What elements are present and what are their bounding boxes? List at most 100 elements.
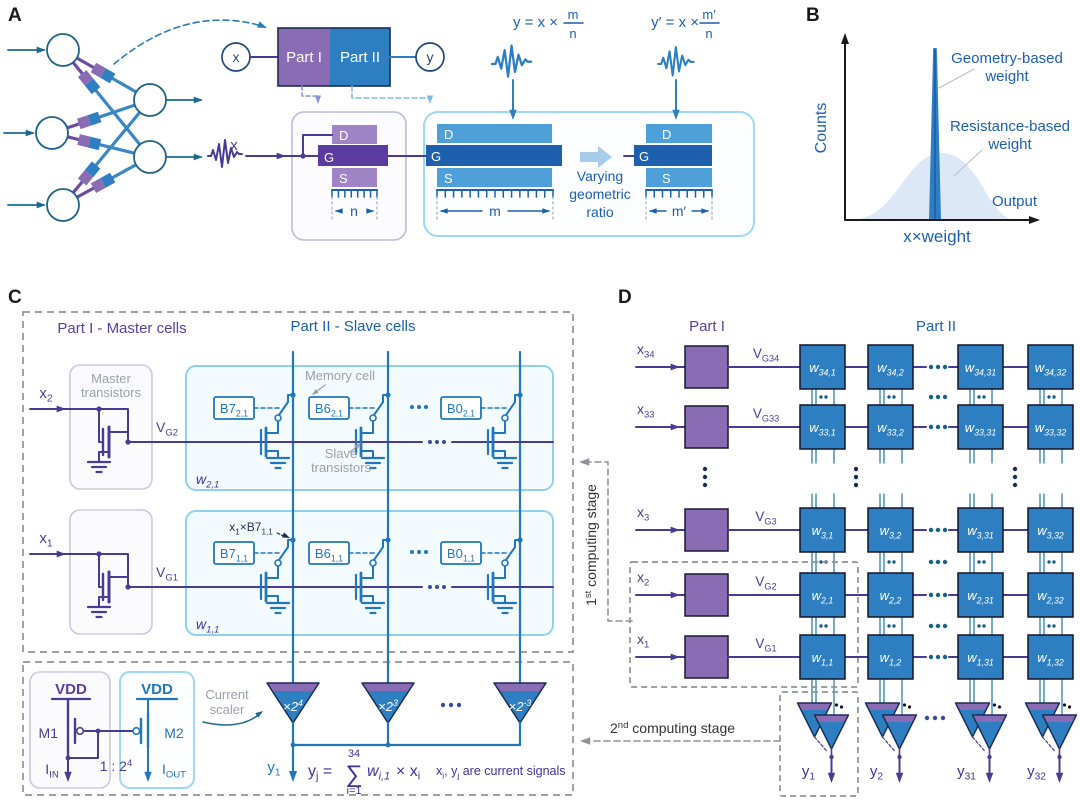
output-scaler-group: y1 bbox=[796, 702, 850, 783]
d-part2-title: Part II bbox=[916, 318, 956, 335]
weight-label: w1,32 bbox=[1037, 650, 1064, 668]
y-node-label: y bbox=[427, 49, 434, 65]
panel-label-d: D bbox=[618, 287, 632, 308]
c-part2-title: Part II - Slave cells bbox=[290, 318, 415, 335]
legend-resistance-1: Resistance-based bbox=[950, 118, 1070, 135]
scaler-label: ×2-3 bbox=[509, 698, 532, 714]
x-input-label: x34 bbox=[637, 341, 655, 361]
w-cell: w2,32 bbox=[1027, 572, 1074, 618]
weight-label: w3,2 bbox=[880, 523, 902, 541]
sigma: ∑ bbox=[345, 761, 362, 788]
array-row: x1 VG1 w1,1 w1,2 w1,31 w1,32 bbox=[635, 631, 1074, 680]
weight-label: w2,31 bbox=[967, 588, 994, 606]
memory-cell: B01,1 bbox=[440, 537, 523, 615]
w-cell: w33,31 bbox=[957, 404, 1004, 450]
vdd-label-m1: VDD bbox=[55, 681, 87, 698]
b-xlabel: Output bbox=[992, 193, 1038, 210]
master-cell-box bbox=[69, 364, 153, 490]
vg-label: VG2 bbox=[755, 574, 776, 592]
array-row: x3 VG3 w3,1 w3,2 w3,31 w3,32 bbox=[635, 504, 1074, 553]
stage2-dashed-box bbox=[22, 661, 574, 796]
t3-source-label: S bbox=[662, 171, 671, 186]
built-graphics: x2 VG2 w2,1 B72,1 B62,1 B02,1 x1 VG1 w1,1 B71,1 B6… bbox=[3, 19, 1078, 797]
t1-gate-label: G bbox=[324, 150, 334, 165]
panel-label-a: A bbox=[8, 5, 22, 26]
w-cell: w3,2 bbox=[867, 507, 914, 553]
varying-line3: ratio bbox=[586, 204, 613, 220]
scaler-triangle: ×23 bbox=[361, 682, 415, 747]
w-cell: w3,1 bbox=[799, 507, 846, 553]
vg-label: VG1 bbox=[156, 564, 178, 584]
w-cell: w3,31 bbox=[957, 507, 1004, 553]
equation-right: y′ = x × bbox=[651, 14, 699, 31]
varying-line2: geometric bbox=[569, 186, 630, 202]
w-cell: w2,2 bbox=[867, 572, 914, 618]
vg-label: VG3 bbox=[755, 509, 776, 527]
master-slave-row: x2 VG2 w2,1 B72,1 B62,1 B02,1 bbox=[29, 385, 554, 491]
sum-lower: i=1 bbox=[347, 785, 362, 797]
vg-label: VG33 bbox=[753, 406, 779, 424]
bit-label: B01,1 bbox=[447, 546, 475, 564]
w-cell: w33,32 bbox=[1027, 404, 1074, 450]
equation-rhs-w: wi,1 bbox=[367, 763, 390, 783]
y-output-label: y32 bbox=[1027, 763, 1046, 783]
part2-block-label: Part II bbox=[340, 49, 380, 66]
sum-upper: 34 bbox=[348, 748, 360, 760]
panel-d: x34 VG34 w34,1 w34,2 w34,31 w34,32 x33 VG33 w33,… bbox=[629, 341, 1078, 797]
t1-source-label: S bbox=[339, 171, 348, 186]
equation-right-den: n bbox=[705, 26, 712, 41]
y1-output-label: y1 bbox=[267, 759, 281, 779]
w-cell: w34,32 bbox=[1027, 344, 1074, 390]
synapse bbox=[77, 134, 102, 151]
panel-a bbox=[3, 19, 755, 241]
memory-cell-label: Memory cell bbox=[305, 368, 375, 383]
output-scaler-group: y2 bbox=[864, 702, 918, 783]
c-part1-title: Part I - Master cells bbox=[57, 320, 186, 337]
panel-label-c: C bbox=[8, 287, 22, 308]
panel-label-b: B bbox=[806, 5, 820, 26]
t2-source-label: S bbox=[444, 171, 453, 186]
master-cell-box bbox=[69, 509, 153, 635]
weight-label: w2,32 bbox=[1037, 588, 1064, 606]
w-cell: w3,32 bbox=[1027, 507, 1074, 553]
synapse bbox=[77, 70, 101, 95]
equation-right-num: m′ bbox=[702, 7, 716, 22]
x-input-label: x1 bbox=[637, 631, 649, 651]
panel-b bbox=[840, 33, 1040, 225]
x-input-label: x33 bbox=[637, 401, 655, 421]
weight-label: w34,31 bbox=[965, 360, 997, 378]
scaler-triangle: ×2-3 bbox=[493, 682, 547, 747]
legend-geometry-1: Geometry-based bbox=[951, 50, 1063, 67]
neuron-node bbox=[46, 33, 80, 67]
master-transistors-label-1: Master bbox=[91, 371, 131, 386]
w-cell: w1,32 bbox=[1027, 634, 1074, 680]
legend-geometry-2: weight bbox=[984, 68, 1029, 85]
equation-left-den: n bbox=[569, 26, 576, 41]
x-input-label: x2 bbox=[39, 385, 53, 405]
weight-label: w1,2 bbox=[880, 650, 902, 668]
memory-cell: B62,1 bbox=[308, 392, 391, 470]
t2-gate-label: G bbox=[431, 149, 441, 164]
legend-resistance-2: weight bbox=[987, 136, 1032, 153]
w-cell: w1,31 bbox=[957, 634, 1004, 680]
w-cell: w34,1 bbox=[799, 344, 846, 390]
weight-label: w34,2 bbox=[877, 360, 904, 378]
weight-label: w1,1 bbox=[196, 616, 219, 636]
array-row: x34 VG34 w34,1 w34,2 w34,31 w34,32 bbox=[635, 341, 1074, 390]
w-cell: w33,1 bbox=[799, 404, 846, 450]
slave-transistors-label-2: transistors bbox=[311, 460, 371, 475]
array-row: x33 VG33 w33,1 w33,2 w33,31 w33,32 bbox=[635, 401, 1074, 450]
bit-label: B02,1 bbox=[447, 401, 475, 419]
current-signal-note: xi, yj are current signals bbox=[436, 764, 566, 781]
weight-label: w3,1 bbox=[812, 523, 834, 541]
neuron-node bbox=[46, 188, 80, 222]
bit-label: B72,1 bbox=[220, 401, 248, 419]
array-link-lines bbox=[702, 388, 1063, 715]
y-output-label: y1 bbox=[802, 763, 816, 783]
weight-label: w33,32 bbox=[1035, 420, 1067, 438]
master-slave-row: x1 VG1 w1,1 B71,1 B61,1 B01,1 bbox=[29, 530, 554, 636]
weight-label: w34,1 bbox=[809, 360, 836, 378]
w-cell: w34,2 bbox=[867, 344, 914, 390]
equation-left: y = x × bbox=[513, 14, 558, 31]
